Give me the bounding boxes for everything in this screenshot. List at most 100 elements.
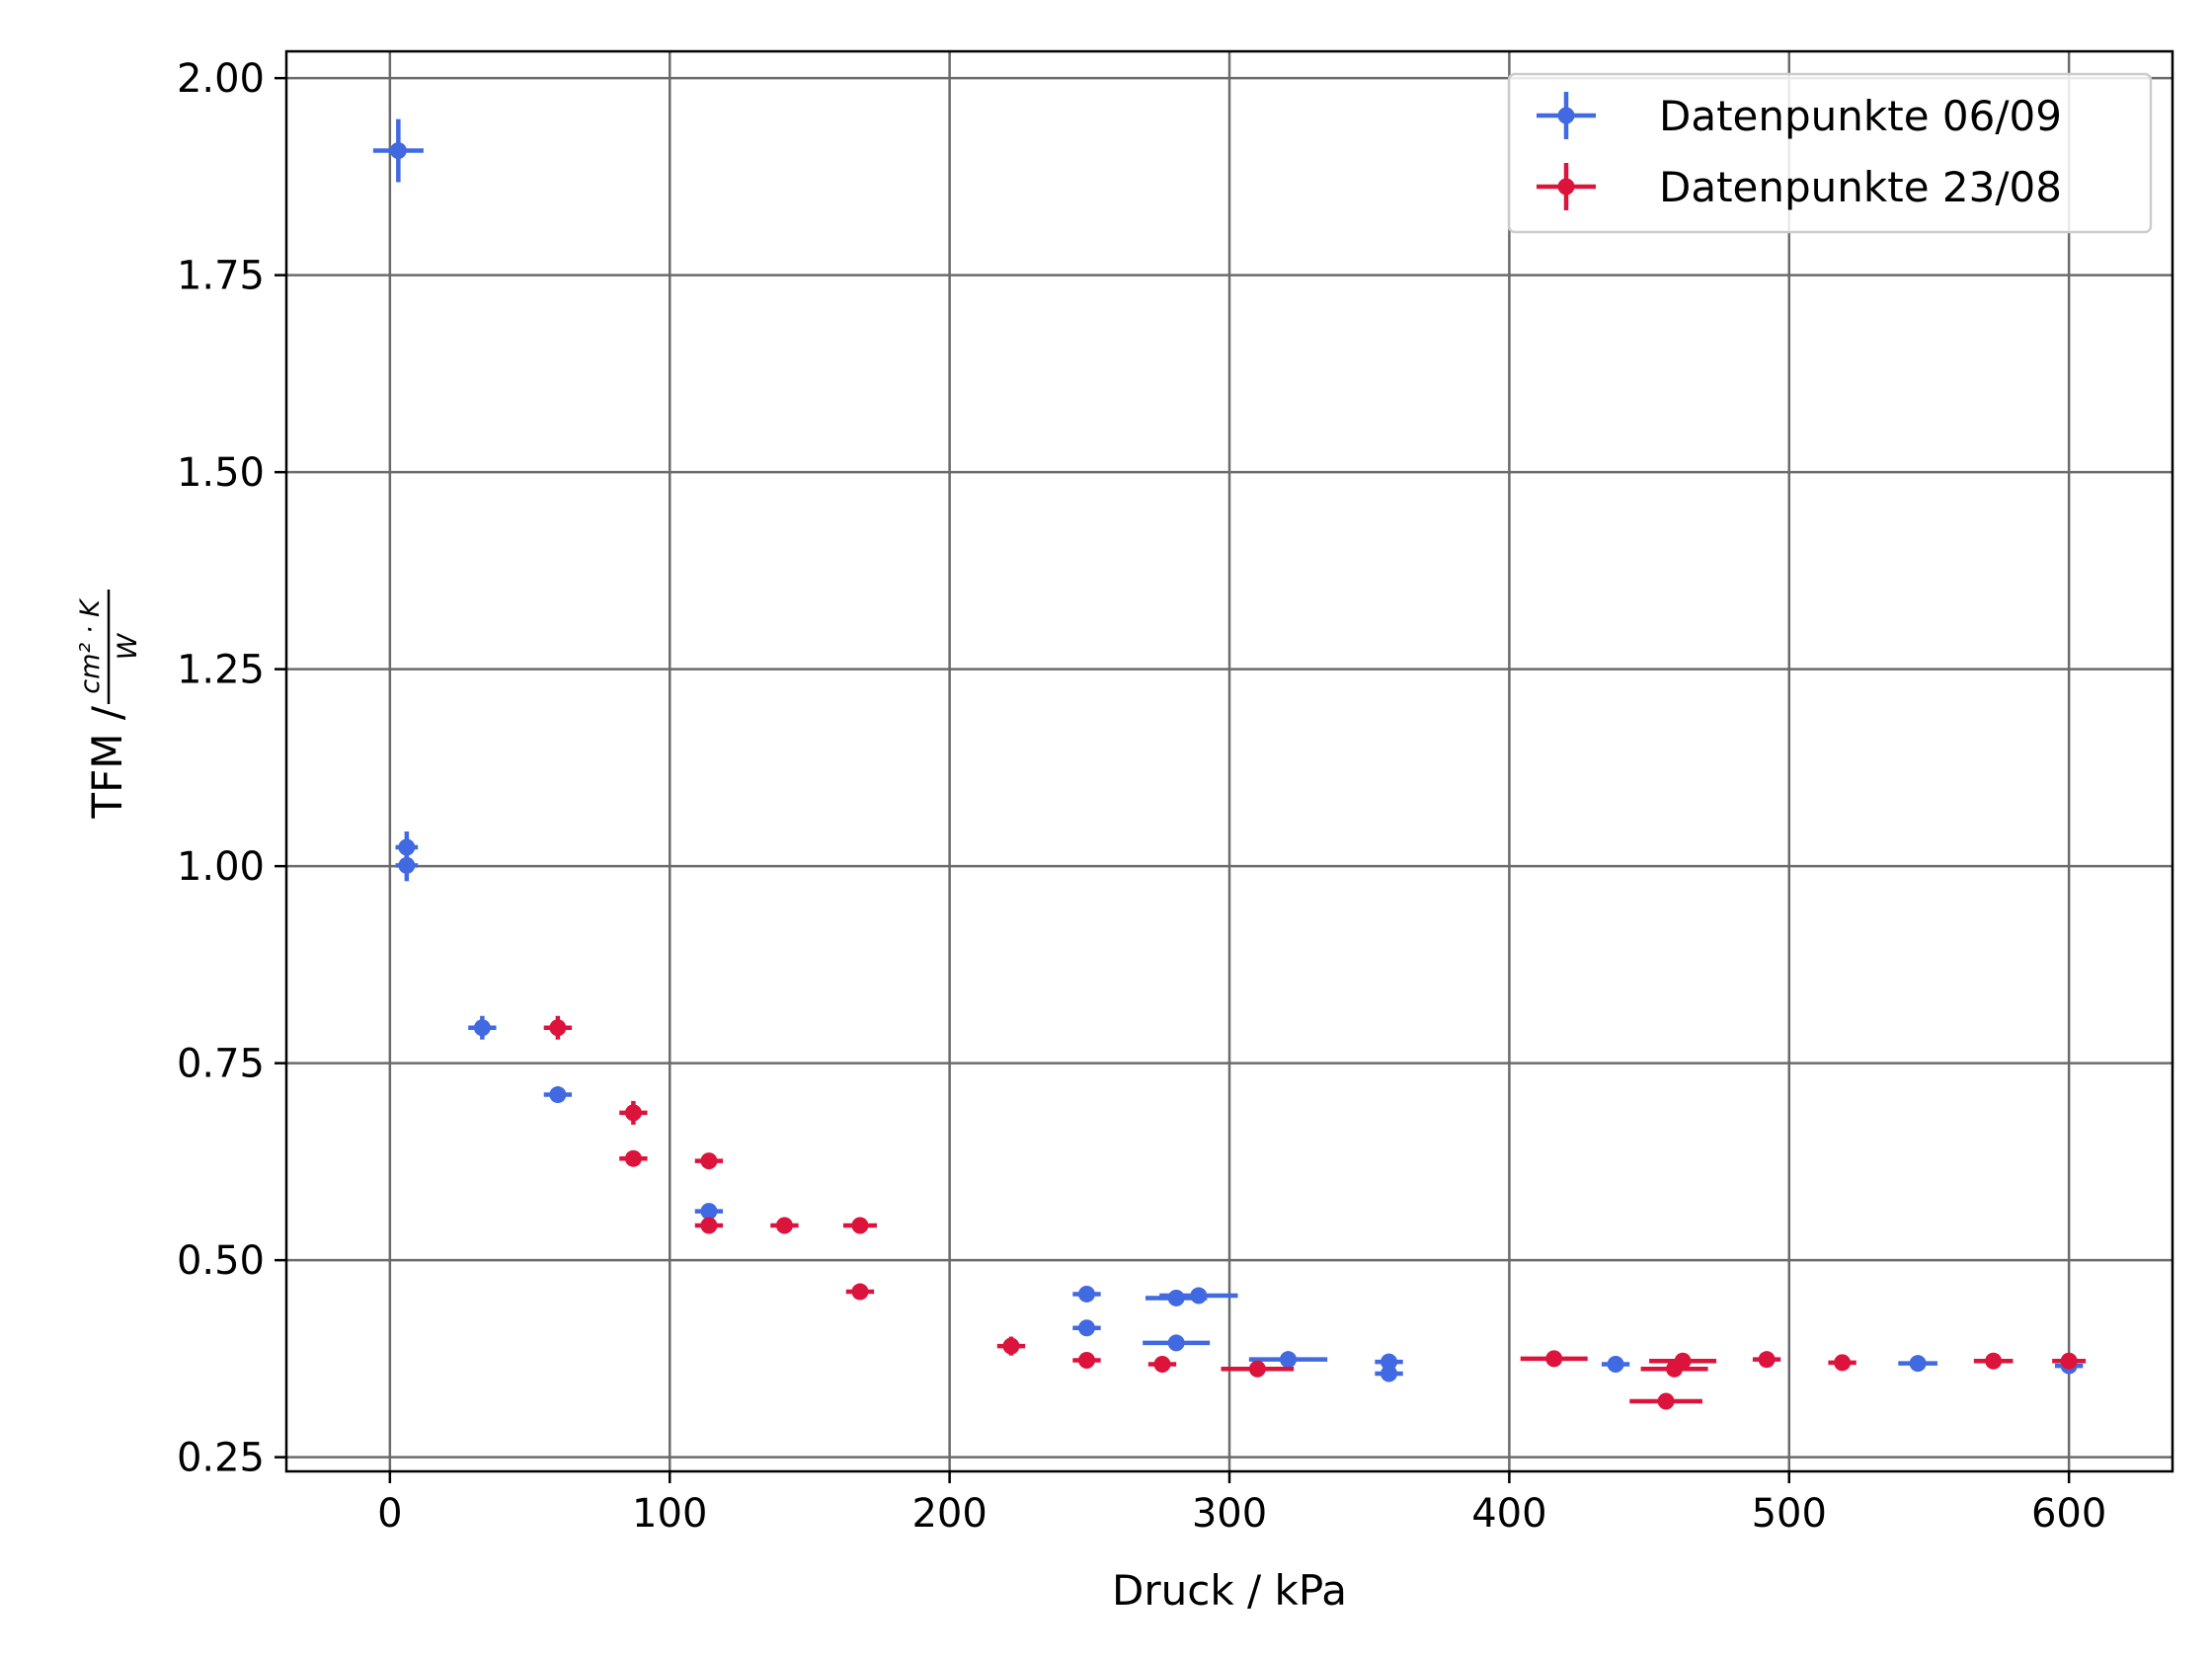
data-marker xyxy=(1545,1350,1563,1368)
data-marker xyxy=(1280,1351,1298,1369)
data-point xyxy=(694,1203,724,1221)
data-marker xyxy=(700,1152,718,1170)
y-tick-label: 2.00 xyxy=(177,56,265,102)
data-marker xyxy=(1834,1354,1852,1372)
series-2 xyxy=(543,1015,2087,1410)
legend-entry: Datenpunkte 06/09 xyxy=(1537,92,2062,140)
data-point xyxy=(1072,1351,1101,1369)
legend-label: Datenpunkte 06/09 xyxy=(1659,92,2062,140)
data-point xyxy=(1375,1353,1403,1371)
data-marker xyxy=(1077,1285,1095,1303)
data-point xyxy=(395,849,419,882)
data-marker xyxy=(851,1283,869,1301)
data-marker xyxy=(1248,1360,1266,1378)
data-point xyxy=(619,1100,648,1125)
y-tick-label: 0.75 xyxy=(177,1042,265,1087)
data-point xyxy=(842,1217,877,1234)
legend-marker xyxy=(1557,178,1575,196)
data-point xyxy=(770,1217,799,1234)
y-axis-unit-numerator: cm² · K xyxy=(75,597,106,694)
legend: Datenpunkte 06/09 Datenpunkte 23/08 xyxy=(1507,72,2153,234)
y-axis-unit-denominator: W xyxy=(113,632,143,660)
data-marker xyxy=(398,838,416,856)
data-point xyxy=(1159,1287,1238,1304)
data-marker xyxy=(1758,1351,1776,1369)
data-point xyxy=(1828,1354,1856,1372)
data-marker xyxy=(1607,1355,1624,1373)
x-tick-label: 400 xyxy=(1471,1491,1546,1537)
data-marker xyxy=(1077,1351,1095,1369)
data-marker xyxy=(1985,1352,2003,1370)
data-marker xyxy=(1002,1337,1020,1355)
data-marker xyxy=(549,1019,567,1037)
data-point xyxy=(1752,1351,1781,1369)
ticks: 0 100 200 300 400 500 600 0.25 0.50 0.75 1.00 1.25 1… xyxy=(177,56,2106,1537)
y-tick-label: 1.00 xyxy=(177,844,265,890)
x-tick-label: 300 xyxy=(1192,1491,1267,1537)
legend-marker xyxy=(1557,107,1575,124)
data-marker xyxy=(1381,1365,1398,1382)
data-marker xyxy=(700,1217,718,1234)
data-point xyxy=(1649,1352,1717,1370)
grid xyxy=(286,51,2172,1471)
data-marker xyxy=(1674,1352,1692,1370)
y-tick-label: 0.50 xyxy=(177,1238,265,1284)
data-point xyxy=(694,1152,724,1170)
data-point xyxy=(694,1217,724,1234)
data-point xyxy=(543,1086,573,1104)
y-tick-label: 0.25 xyxy=(177,1436,265,1481)
data-point xyxy=(1520,1350,1588,1368)
data-marker xyxy=(1167,1289,1185,1306)
data-marker xyxy=(1153,1355,1171,1373)
x-tick-label: 600 xyxy=(2031,1491,2106,1537)
data-marker xyxy=(389,142,407,160)
data-marker xyxy=(1909,1355,1927,1373)
data-marker xyxy=(549,1086,567,1104)
data-point xyxy=(2052,1352,2087,1370)
x-tick-label: 200 xyxy=(911,1491,987,1537)
y-tick-label: 1.50 xyxy=(177,450,265,496)
data-point xyxy=(1072,1319,1101,1337)
y-axis-label: TFM / cm² · K W xyxy=(75,590,143,820)
x-tick-label: 500 xyxy=(1752,1491,1827,1537)
x-tick-label: 100 xyxy=(632,1491,707,1537)
data-point xyxy=(845,1283,875,1301)
data-marker xyxy=(1167,1334,1185,1352)
data-marker xyxy=(624,1149,642,1167)
data-point xyxy=(1221,1360,1295,1378)
x-tick-label: 0 xyxy=(377,1491,402,1537)
data-point xyxy=(996,1336,1026,1356)
data-point xyxy=(543,1015,573,1040)
data-point xyxy=(1143,1334,1211,1352)
y-tick-label: 1.25 xyxy=(177,648,265,693)
legend-label: Datenpunkte 23/08 xyxy=(1659,163,2062,211)
data-marker xyxy=(1077,1319,1095,1337)
data-marker xyxy=(1657,1392,1675,1410)
data-marker xyxy=(1190,1287,1208,1304)
data-marker xyxy=(2060,1352,2078,1370)
data-marker xyxy=(398,856,416,874)
data-marker xyxy=(851,1217,869,1234)
data-point xyxy=(468,1015,497,1040)
data-point xyxy=(1072,1285,1101,1303)
data-point xyxy=(1248,1351,1328,1369)
legend-entry: Datenpunkte 23/08 xyxy=(1537,163,2062,211)
data-point xyxy=(619,1149,648,1167)
legend-box xyxy=(1507,72,2153,234)
data-point xyxy=(1629,1392,1702,1410)
series-1 xyxy=(372,118,2084,1382)
data-marker xyxy=(775,1217,793,1234)
data-point xyxy=(1973,1352,2014,1370)
data-point xyxy=(1601,1355,1630,1373)
y-axis-label-text: TFM / xyxy=(83,705,131,819)
data-marker xyxy=(624,1104,642,1122)
data-marker xyxy=(700,1203,718,1221)
data-marker xyxy=(473,1019,491,1037)
data-marker xyxy=(1381,1353,1398,1371)
data-point xyxy=(1898,1355,1937,1373)
data-layer xyxy=(372,118,2087,1410)
y-tick-label: 1.75 xyxy=(177,254,265,299)
x-axis-label: Druck / kPa xyxy=(1112,1566,1347,1615)
